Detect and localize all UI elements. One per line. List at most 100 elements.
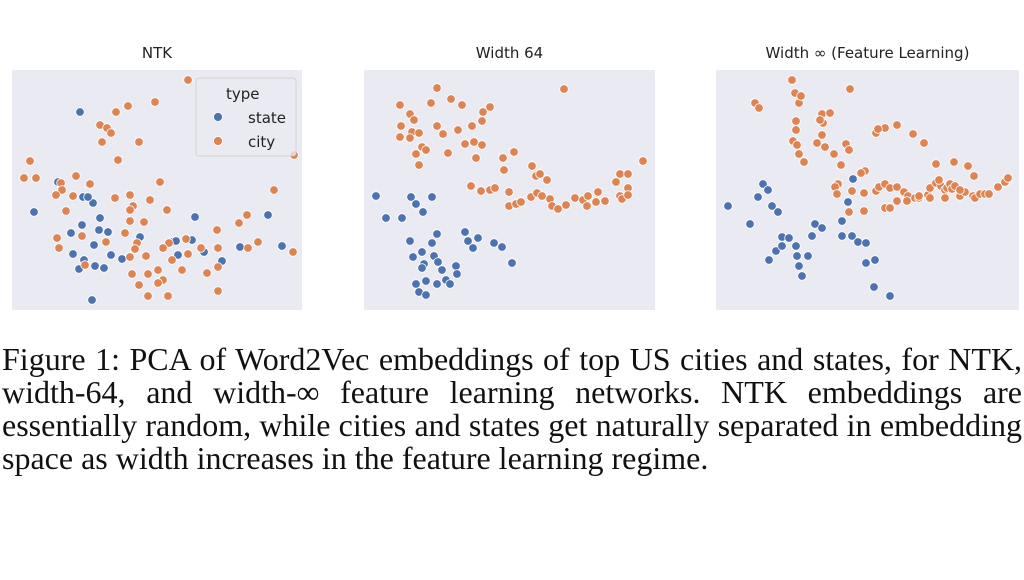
state-point <box>235 242 245 252</box>
city-point <box>477 116 487 126</box>
city-point <box>150 97 160 107</box>
city-point <box>908 129 918 139</box>
state-point <box>758 179 768 189</box>
city-point <box>167 255 177 265</box>
city-point <box>844 145 854 155</box>
city-point <box>561 200 571 210</box>
figure-caption: Figure 1: PCA of Word2Vec embeddings of … <box>2 343 1022 475</box>
state-point <box>29 207 39 217</box>
city-point <box>477 140 487 150</box>
state-point <box>173 250 183 260</box>
state-point <box>417 247 427 257</box>
state-point <box>89 240 99 250</box>
city-point <box>123 101 133 111</box>
state-point <box>870 255 880 265</box>
city-point <box>812 138 822 148</box>
city-point <box>153 265 163 275</box>
state-point <box>869 282 879 292</box>
state-point <box>791 241 801 251</box>
city-point <box>234 218 244 228</box>
city-point <box>611 177 621 187</box>
city-point <box>183 75 193 85</box>
state-point <box>861 258 871 268</box>
city-point <box>395 100 405 110</box>
state-point <box>106 250 116 260</box>
city-point <box>847 186 857 196</box>
state-point <box>803 251 813 261</box>
state-point <box>411 279 421 289</box>
state-point <box>784 233 794 243</box>
city-point <box>892 196 902 206</box>
city-point <box>925 183 935 193</box>
state-point <box>117 254 127 264</box>
city-point <box>892 182 902 192</box>
city-point <box>817 130 827 140</box>
city-point <box>856 168 866 178</box>
state-point <box>451 261 461 271</box>
state-point <box>411 199 421 209</box>
state-point <box>507 258 517 268</box>
city-point <box>600 196 610 206</box>
state-point <box>66 228 76 238</box>
city-point <box>71 171 81 181</box>
city-point <box>949 157 959 167</box>
state-point <box>777 241 787 251</box>
state-point <box>77 220 87 230</box>
city-point <box>791 116 801 126</box>
city-point <box>535 169 545 179</box>
legend-box <box>195 77 297 157</box>
city-point <box>623 169 633 179</box>
state-point <box>807 231 817 241</box>
city-point <box>815 115 825 125</box>
city-point <box>873 124 883 134</box>
city-point <box>143 269 153 279</box>
city-point <box>792 140 802 150</box>
state-point <box>764 255 774 265</box>
city-point <box>443 148 453 158</box>
state-point <box>797 271 807 281</box>
city-point <box>421 145 431 155</box>
city-point <box>919 138 929 148</box>
city-point <box>516 197 526 207</box>
city-point <box>134 280 144 290</box>
city-point <box>164 238 174 248</box>
city-point <box>141 251 151 261</box>
city-point <box>125 216 135 226</box>
state-point <box>847 231 857 241</box>
city-point <box>593 187 603 197</box>
legend-marker-city <box>213 136 223 146</box>
state-point <box>771 246 781 256</box>
state-point <box>792 251 802 261</box>
city-point <box>836 160 846 170</box>
city-point <box>476 186 486 196</box>
city-point <box>52 233 62 243</box>
scatter-plot-width-inf <box>716 70 1019 310</box>
city-point <box>559 84 569 94</box>
panel-title-width-64: Width 64 <box>475 44 544 62</box>
state-point <box>421 276 431 286</box>
legend-marker-state <box>213 112 223 122</box>
city-point <box>955 185 965 195</box>
city-point <box>80 260 90 270</box>
city-point <box>984 189 994 199</box>
city-point <box>885 203 895 213</box>
state-point <box>489 238 499 248</box>
scatter-svg-ntk: type state city <box>12 70 302 310</box>
state-point <box>432 229 442 239</box>
city-point <box>844 207 854 217</box>
city-point <box>794 149 804 159</box>
state-point <box>473 233 483 243</box>
state-point <box>767 201 777 211</box>
figure-label: Figure 1: <box>2 341 120 377</box>
caption-text: PCA of Word2Vec embeddings of top US cit… <box>2 341 1023 476</box>
legend-label-city: city <box>248 133 275 151</box>
city-point <box>110 193 120 203</box>
state-point <box>406 192 416 202</box>
scatter-plot-width-64 <box>364 70 655 310</box>
city-point <box>113 155 123 165</box>
city-point <box>582 201 592 211</box>
city-point <box>134 137 144 147</box>
legend-label-state: state <box>248 109 286 127</box>
city-point <box>51 190 61 200</box>
state-point <box>817 223 827 233</box>
